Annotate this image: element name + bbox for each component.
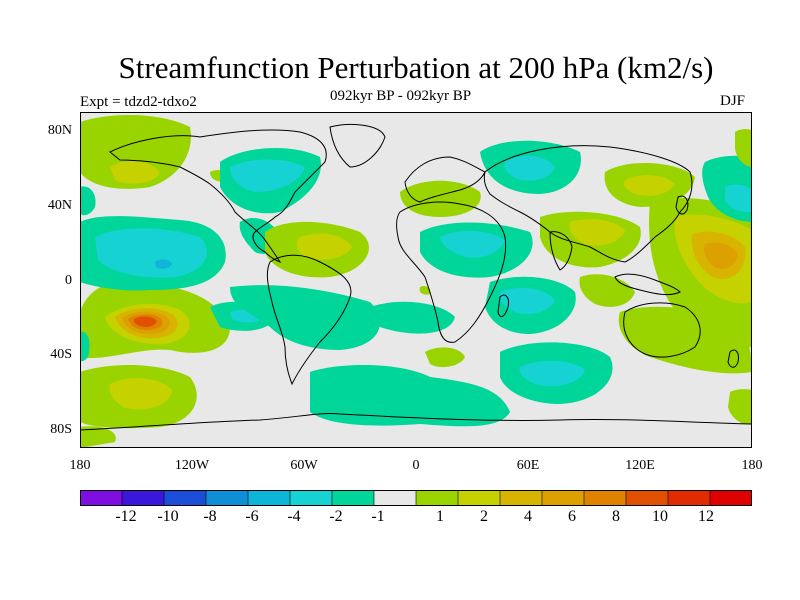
y-tick-label: 40N [47,198,72,213]
experiment-label: Expt = tdzd2-tdxo2 [80,94,197,110]
x-tick-label: 0 [412,458,420,473]
contour-region [499,287,555,314]
contour-region [569,219,625,246]
colorbar-label: 6 [568,508,576,525]
colorbar-label: -2 [329,508,343,525]
colorbar-cell [667,490,711,506]
colorbar-cell [121,490,165,506]
contour-region [735,129,752,167]
coastline-africa [396,201,507,343]
coastline-australia [623,302,701,358]
colorbar-cell [247,490,291,506]
contour-region [80,186,96,216]
colorbar-label: -1 [371,508,385,525]
subtitle: 092kyr BP - 092kyr BP [330,88,472,104]
contour-region [80,115,191,189]
contour-region [623,175,675,196]
colorbar-label: 12 [698,508,714,525]
colorbar-cell [457,490,501,506]
colorbar-label: -12 [115,508,137,525]
contour-region [155,259,172,269]
colorbar-cell [541,490,585,506]
contour-region [519,360,585,387]
colorbar-cell [331,490,375,506]
contour-field [80,115,752,448]
coastline-antarctica [80,413,752,431]
colorbar-label: 10 [652,508,668,525]
contour-region [425,347,465,368]
coastline-japan [675,195,689,215]
contour-region [370,301,455,334]
contour-region [109,378,172,410]
coastline-india [549,231,573,271]
x-tick-label: 120E [625,458,655,473]
season-label: DJF [720,93,746,109]
x-tick-label: 180 [69,458,91,473]
coastline-north-america [109,129,327,264]
coastline-indonesia [614,273,681,296]
contour-region [230,285,380,350]
colorbar-label: 2 [480,508,488,525]
x-tick-label: 180 [741,458,763,473]
contour-region [133,316,157,327]
colorbar [80,490,752,506]
contour-region [704,242,738,269]
contour-region [80,426,116,448]
colorbar-cell [205,490,249,506]
colorbar-cell [80,490,123,506]
streamfunction-map [80,112,752,448]
colorbar-cell [625,490,669,506]
coastline-asia [483,145,693,263]
colorbar-cell [709,490,752,506]
coastline-new-zealand [727,349,739,368]
colorbar-cell [499,490,543,506]
coastline-europe [404,156,486,203]
contour-region [110,160,160,184]
colorbar-cell [289,490,333,506]
contour-region [728,389,752,425]
contour-region [310,365,510,427]
x-tick-label: 60W [290,458,318,473]
y-tick-label: 0 [65,273,72,288]
y-tick-label: 80N [47,123,72,138]
colorbar-label: -6 [245,508,259,525]
colorbar-label: 4 [524,508,532,525]
contour-region [80,331,90,362]
x-tick-label: 120W [174,458,210,473]
colorbar-cell [163,490,207,506]
colorbar-cell [583,490,627,506]
coastlines [80,123,752,431]
colorbar-label: -4 [287,508,301,525]
coastline-south-america [266,254,352,386]
colorbar-cell [373,490,417,506]
colorbar-label: 8 [612,508,620,525]
contour-region [296,233,352,260]
contour-region [230,159,305,192]
y-tick-label: 40S [50,347,72,362]
y-tick-label: 80S [50,422,72,437]
page-title: Streamfunction Perturbation at 200 hPa (… [118,50,714,85]
coastline-greenland [329,123,386,168]
map-frame [80,112,752,448]
colorbar-cell [415,490,459,506]
colorbar-label: 1 [436,508,444,525]
contour-region [618,306,752,374]
contour-region [440,230,505,258]
contour-region [725,184,752,213]
colorbar-label: -8 [203,508,217,525]
contour-region [504,155,555,181]
coastline-madagascar [497,294,509,318]
colorbar-frame [80,490,752,506]
colorbar-label: -10 [157,508,179,525]
x-tick-label: 60E [516,458,540,473]
contour-region [95,228,207,278]
contour-region [419,285,431,295]
contour-region [579,274,635,307]
